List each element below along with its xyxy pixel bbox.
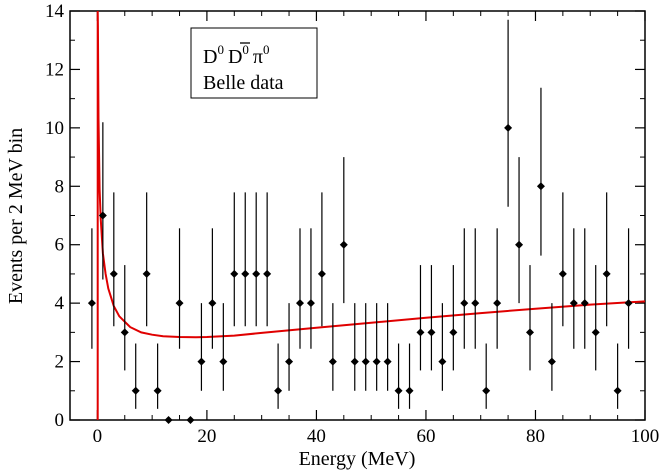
legend-line-1: D0 D0 π0 [203, 42, 270, 68]
data-point [504, 123, 513, 132]
data-point [526, 328, 534, 337]
data-point [569, 299, 578, 308]
x-tick-label: 40 [307, 426, 326, 447]
legend-sup-2: 0 [242, 42, 249, 57]
plot-frame [69, 10, 646, 421]
y-tick-label: 2 [55, 352, 65, 373]
legend-sup-3: 0 [263, 42, 270, 57]
tick-labels: 0 20 40 60 80 100 0 2 4 6 8 10 12 14 [45, 1, 659, 447]
y-tick-label: 6 [55, 235, 65, 256]
data-point [153, 386, 162, 395]
legend-dbar: D [228, 46, 242, 68]
data-point [536, 182, 545, 191]
data-point [241, 269, 250, 278]
data-point [383, 357, 392, 366]
data-point [252, 269, 261, 278]
legend-sup-1: 0 [217, 42, 224, 57]
data-point [175, 299, 184, 308]
fit-curve-layer [96, 10, 646, 420]
data-point [208, 299, 217, 308]
y-tick-label: 10 [45, 118, 64, 139]
fit-curve [96, 10, 646, 420]
data-point [558, 269, 567, 278]
y-tick-label: 8 [55, 176, 65, 197]
data-point [438, 357, 447, 366]
data-point [285, 357, 294, 366]
data-point [394, 386, 403, 395]
data-point [580, 299, 589, 308]
data-point [449, 328, 458, 337]
y-axis-title: Events per 2 MeV bin [5, 128, 27, 304]
data-point [405, 386, 414, 395]
data-point [230, 269, 239, 278]
data-point [219, 357, 228, 366]
legend-frame [190, 27, 318, 99]
data-point [624, 299, 633, 308]
data-point [142, 269, 151, 278]
y-tick-label: 0 [55, 410, 65, 431]
x-tick-label: 100 [631, 426, 660, 447]
data-point [109, 269, 118, 278]
legend-pi: π [253, 46, 263, 68]
data-point [493, 299, 502, 308]
axis-ticks [69, 10, 646, 421]
y-tick-label: 4 [55, 293, 65, 314]
data-point [120, 328, 129, 337]
data-point [613, 386, 622, 395]
x-tick-label: 0 [93, 426, 103, 447]
data-points-layer [87, 19, 633, 424]
x-tick-label: 80 [526, 426, 545, 447]
y-tick-label: 14 [45, 1, 65, 22]
data-point [591, 328, 600, 337]
data-point [515, 240, 524, 249]
x-tick-label: 60 [416, 426, 435, 447]
data-point [350, 357, 359, 366]
data-point [87, 299, 96, 308]
data-point [296, 299, 304, 308]
data-point [317, 269, 326, 278]
data-point [263, 269, 272, 278]
data-point [471, 299, 480, 308]
data-point [427, 328, 436, 337]
y-tick-label: 12 [45, 59, 64, 80]
data-point [164, 416, 173, 424]
data-point [131, 386, 140, 395]
data-point [547, 357, 556, 366]
data-point [361, 357, 370, 366]
data-point [482, 386, 491, 395]
x-tick-label: 20 [197, 426, 216, 447]
data-point [339, 240, 348, 249]
data-point [274, 386, 283, 395]
data-point [602, 269, 611, 278]
data-point [186, 416, 195, 424]
legend-line-2: Belle data [203, 72, 284, 94]
data-point [460, 299, 469, 308]
x-axis-title: Energy (MeV) [299, 448, 416, 470]
data-point [98, 211, 107, 220]
legend-box: D0 D0 π0 Belle data [190, 27, 318, 99]
data-point [372, 357, 381, 366]
data-point [328, 357, 337, 366]
data-point [306, 299, 315, 308]
data-point [197, 357, 206, 366]
legend-d: D [203, 46, 217, 68]
data-point [416, 328, 425, 337]
